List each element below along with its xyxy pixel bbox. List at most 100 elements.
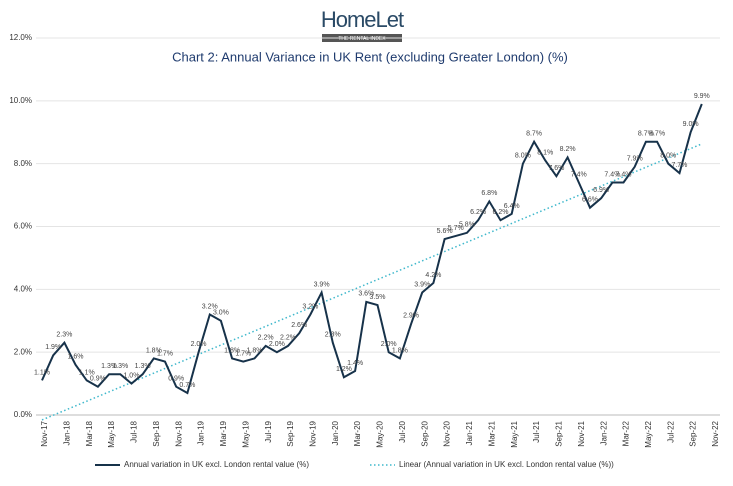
data-label: 0.9% bbox=[90, 376, 106, 383]
data-label: 8.0% bbox=[660, 153, 676, 160]
x-tick-label: May-18 bbox=[107, 420, 116, 447]
x-tick-label: Sep-20 bbox=[420, 420, 429, 446]
data-label: 1.3% bbox=[101, 363, 117, 370]
data-label: 1.9% bbox=[45, 344, 61, 351]
x-tick-label: Nov-17 bbox=[40, 420, 49, 446]
data-label: 1.1% bbox=[34, 369, 50, 376]
brand: HomeLet bbox=[321, 7, 404, 32]
y-tick-label: 8.0% bbox=[14, 159, 32, 168]
data-label: 9.9% bbox=[694, 93, 710, 100]
x-tick-label: Nov-22 bbox=[711, 420, 720, 446]
x-tick-label: Jul-22 bbox=[666, 420, 675, 442]
data-label: 1.3% bbox=[112, 363, 128, 370]
data-label: 7.4% bbox=[604, 171, 620, 178]
data-label: 2.0% bbox=[191, 341, 207, 348]
data-label: 1.8% bbox=[224, 347, 240, 354]
x-tick-label: Sep-19 bbox=[286, 420, 295, 446]
data-label: 8.0% bbox=[515, 153, 531, 160]
data-label: 6.9% bbox=[593, 187, 609, 194]
data-label: 6.2% bbox=[470, 209, 486, 216]
data-label: 9.0% bbox=[683, 121, 699, 128]
data-label: 3.0% bbox=[213, 310, 229, 317]
data-label: 7.7% bbox=[671, 162, 687, 169]
data-label: 1.3% bbox=[135, 363, 151, 370]
x-tick-label: May-21 bbox=[510, 420, 519, 447]
data-label: 0.7% bbox=[179, 382, 195, 389]
data-label: 8.7% bbox=[526, 131, 542, 138]
y-tick-label: 10.0% bbox=[9, 96, 32, 105]
y-tick-label: 6.0% bbox=[14, 222, 32, 231]
chart-title: Chart 2: Annual Variance in UK Rent (exc… bbox=[172, 49, 568, 64]
x-tick-label: Mar-22 bbox=[622, 420, 631, 446]
tagline: THE RENTAL INDEX bbox=[338, 36, 386, 42]
data-label: 1.2% bbox=[336, 366, 352, 373]
data-label: 8.7% bbox=[638, 131, 654, 138]
x-tick-label: Jan-18 bbox=[62, 420, 71, 445]
x-tick-label: Jan-19 bbox=[197, 420, 206, 445]
x-tick-label: Mar-18 bbox=[85, 420, 94, 446]
x-tick-label: May-20 bbox=[376, 420, 385, 447]
data-label: 2.3% bbox=[325, 332, 341, 339]
data-label: 3.6% bbox=[358, 291, 374, 298]
data-label: 2.6% bbox=[291, 322, 307, 329]
y-tick-label: 12.0% bbox=[9, 33, 32, 42]
x-tick-label: Jul-21 bbox=[532, 420, 541, 442]
data-label: 6.6% bbox=[582, 196, 598, 203]
x-tick-label: May-22 bbox=[644, 420, 653, 447]
data-label: 2.2% bbox=[280, 335, 296, 342]
x-tick-label: Jan-21 bbox=[465, 420, 474, 445]
data-label: 0.9% bbox=[168, 376, 184, 383]
data-label: 5.8% bbox=[459, 222, 475, 229]
data-label: 3.2% bbox=[302, 303, 318, 310]
x-tick-label: Nov-21 bbox=[577, 420, 586, 446]
data-label: 1.8% bbox=[146, 347, 162, 354]
data-label: 6.8% bbox=[481, 190, 497, 197]
data-label: 2.2% bbox=[258, 335, 274, 342]
data-label: 1.4% bbox=[347, 360, 363, 367]
x-tick-label: Nov-20 bbox=[443, 420, 452, 446]
y-tick-label: 4.0% bbox=[14, 284, 32, 293]
legend-label: Linear (Annual variation in UK excl. Lon… bbox=[399, 460, 614, 469]
data-label: 3.2% bbox=[202, 303, 218, 310]
x-tick-label: Jul-20 bbox=[398, 420, 407, 442]
data-label: 6.2% bbox=[493, 209, 509, 216]
x-tick-label: Mar-19 bbox=[219, 420, 228, 446]
data-label: 1.8% bbox=[392, 347, 408, 354]
x-tick-label: Jul-18 bbox=[130, 420, 139, 442]
data-label: 7.4% bbox=[571, 171, 587, 178]
x-tick-label: Jul-19 bbox=[264, 420, 273, 442]
x-tick-label: Nov-19 bbox=[309, 420, 318, 446]
data-label: 1.7% bbox=[235, 350, 251, 357]
data-label: 2.3% bbox=[56, 332, 72, 339]
data-label: 1.6% bbox=[68, 354, 84, 361]
data-label: 1.8% bbox=[246, 347, 262, 354]
data-line bbox=[41, 103, 703, 395]
data-label: 8.2% bbox=[560, 146, 576, 153]
data-label: 7.9% bbox=[627, 156, 643, 163]
data-label: 5.7% bbox=[448, 225, 464, 232]
data-label: 2.9% bbox=[403, 313, 419, 320]
data-label: 8.1% bbox=[537, 149, 553, 156]
y-tick-label: 2.0% bbox=[14, 347, 32, 356]
data-label: 4.2% bbox=[425, 272, 441, 279]
data-label: 7.4% bbox=[616, 171, 632, 178]
x-tick-label: Sep-22 bbox=[689, 420, 698, 446]
legend-label: Annual variation in UK excl. London rent… bbox=[124, 460, 309, 469]
data-label: 2.0% bbox=[381, 341, 397, 348]
x-tick-label: Jan-22 bbox=[599, 420, 608, 445]
data-label: 7.6% bbox=[548, 165, 564, 172]
data-label: 1.1% bbox=[79, 369, 95, 376]
trend-line bbox=[41, 143, 703, 421]
x-tick-label: May-19 bbox=[241, 420, 250, 447]
data-label: 3.9% bbox=[314, 281, 330, 288]
data-label: 8.7% bbox=[649, 131, 665, 138]
data-label: 3.9% bbox=[414, 281, 430, 288]
x-tick-label: Mar-21 bbox=[487, 420, 496, 446]
data-label: 2.0% bbox=[269, 341, 285, 348]
data-label: 1.7% bbox=[157, 350, 173, 357]
y-tick-label: 0.0% bbox=[14, 410, 32, 419]
x-tick-label: Jan-20 bbox=[331, 420, 340, 445]
data-label: 1.0% bbox=[123, 372, 139, 379]
x-tick-label: Sep-21 bbox=[555, 420, 564, 446]
